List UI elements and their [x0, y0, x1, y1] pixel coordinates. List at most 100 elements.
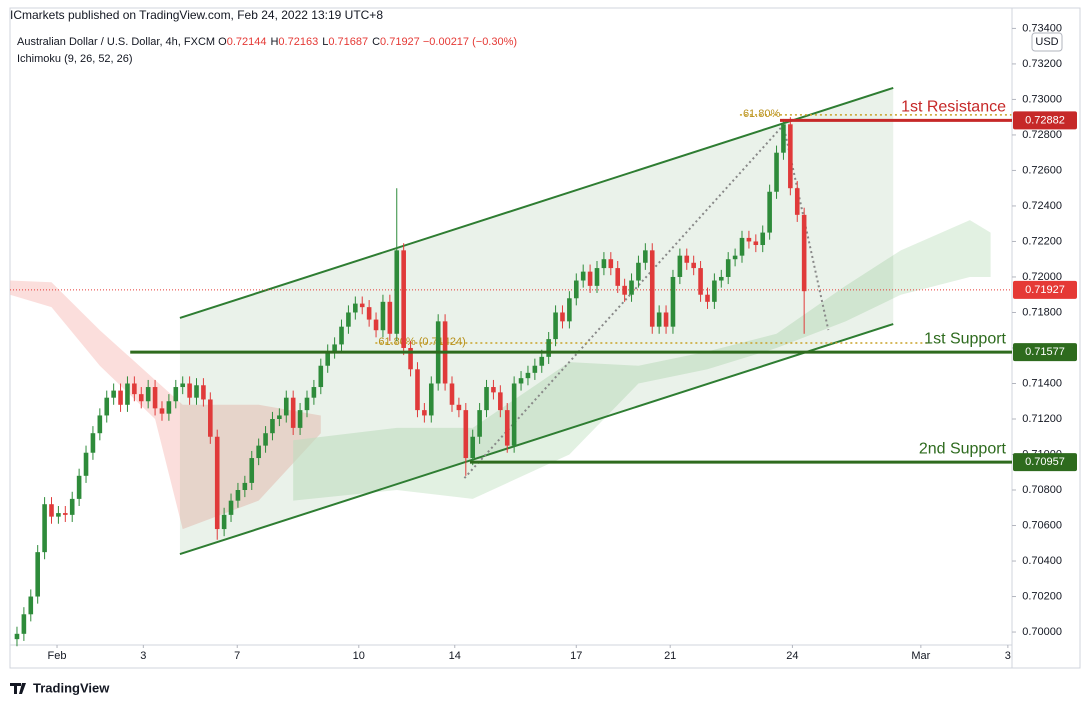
- candle-body: [152, 387, 158, 409]
- candle-body: [567, 298, 572, 322]
- candle-body: [705, 294, 710, 302]
- x-tick-label: Feb: [48, 650, 67, 662]
- candle-body: [311, 387, 317, 398]
- symbol: Australian Dollar / U.S. Dollar, 4h, FXC…: [17, 36, 216, 48]
- candle-body: [104, 397, 110, 416]
- candle-body: [788, 124, 793, 189]
- candle-body: [732, 255, 738, 260]
- level-name: 2nd Support: [919, 440, 1007, 457]
- currency-box[interactable]: [1031, 32, 1063, 52]
- candle-body: [684, 255, 690, 263]
- candle-body: [477, 410, 482, 437]
- frame: [9, 7, 1081, 669]
- candle-body: [670, 276, 676, 327]
- candle-body: [498, 392, 503, 411]
- y-tick-label: 0.73000: [1022, 93, 1062, 105]
- candle-body: [518, 378, 524, 384]
- candle-body: [263, 433, 268, 446]
- level-price-box: [1013, 111, 1077, 130]
- y-tick-label: 0.72800: [1022, 129, 1062, 141]
- fib-label: 61.80% (0.71424): [378, 336, 465, 348]
- candle-body: [643, 250, 648, 263]
- candle-body: [649, 250, 655, 327]
- candle-body: [290, 397, 296, 428]
- candle-body: [28, 596, 34, 615]
- ohlc-key: L: [322, 36, 329, 48]
- y-tick-label: 0.71800: [1022, 306, 1062, 318]
- candle-body: [615, 268, 621, 286]
- y-tick-label: 0.70400: [1022, 555, 1062, 567]
- candle-body: [629, 280, 634, 295]
- y-tick-label: 0.73200: [1022, 58, 1062, 70]
- candle-body: [801, 214, 807, 292]
- candle-body: [221, 514, 227, 530]
- candle-body: [208, 399, 213, 437]
- candle-body: [525, 372, 531, 379]
- x-tick-label: 10: [353, 650, 365, 662]
- candle-body: [138, 394, 144, 402]
- candle-body: [90, 433, 96, 453]
- level-price-box: [1013, 453, 1077, 472]
- currency: USD: [1035, 36, 1058, 48]
- candle-body: [608, 259, 614, 269]
- candle-body: [753, 241, 759, 246]
- candle-body: [428, 383, 434, 416]
- candle-body: [173, 387, 179, 402]
- candle-body: [553, 312, 558, 340]
- candle-body: [539, 356, 545, 366]
- candle-body: [677, 255, 683, 277]
- candle-body: [49, 504, 54, 517]
- candle-body: [504, 410, 510, 446]
- candle-body: [180, 383, 185, 388]
- candle-body: [159, 408, 165, 414]
- legend-row: Australian Dollar / U.S. Dollar, 4h, FXC…: [17, 36, 517, 48]
- y-tick-label: 0.70600: [1022, 519, 1062, 531]
- candle-body: [546, 339, 551, 357]
- candle-body: [656, 312, 662, 327]
- candle-body: [270, 418, 275, 434]
- candle-body: [415, 369, 420, 411]
- fib-label: 61.80%: [743, 108, 781, 120]
- candle-body: [256, 445, 261, 459]
- candle-body: [373, 319, 379, 331]
- candle-body: [712, 280, 717, 302]
- indicator: Ichimoku (9, 26, 52, 26): [17, 53, 133, 65]
- y-tick-label: 0.72400: [1022, 200, 1062, 212]
- candle-body: [145, 387, 151, 402]
- candle-body: [387, 301, 393, 334]
- candle-body: [470, 436, 476, 459]
- candle-body: [366, 307, 372, 320]
- candle-body: [449, 383, 455, 405]
- y-tick-label: 0.70800: [1022, 484, 1062, 496]
- candle-body: [83, 452, 89, 476]
- candle-body: [760, 232, 766, 246]
- ohlc-key: H: [270, 36, 279, 48]
- candle-body: [187, 383, 192, 398]
- candle-body: [132, 383, 137, 395]
- x-tick-label: 21: [664, 650, 676, 662]
- candle-body: [69, 498, 75, 515]
- candle-body: [767, 191, 772, 233]
- candle-body: [166, 401, 172, 414]
- candle-body: [97, 415, 103, 434]
- plot-area: 61.80% 61.80% (0.71424) 1st Resistance 1st …: [10, 86, 1012, 647]
- candle-body: [339, 326, 344, 345]
- candle-body: [636, 262, 641, 281]
- level-price: 0.70957: [1025, 456, 1065, 468]
- candle-body: [663, 312, 669, 327]
- candle-body: [332, 344, 337, 352]
- candle-body: [56, 513, 61, 517]
- candle-body: [35, 552, 40, 597]
- ohlc-key: C: [372, 36, 381, 48]
- x-tick-label: 24: [786, 650, 798, 662]
- candle-body: [781, 124, 786, 153]
- channel-line: [179, 323, 894, 556]
- candle-body: [484, 387, 489, 411]
- candle-body: [14, 633, 20, 640]
- candle-body: [422, 410, 427, 416]
- y-tick-label: 0.73400: [1022, 22, 1062, 34]
- candle-body: [408, 347, 413, 370]
- candle-body: [297, 410, 303, 428]
- y-tick-label: 0.72600: [1022, 164, 1062, 176]
- candle-body: [283, 397, 289, 416]
